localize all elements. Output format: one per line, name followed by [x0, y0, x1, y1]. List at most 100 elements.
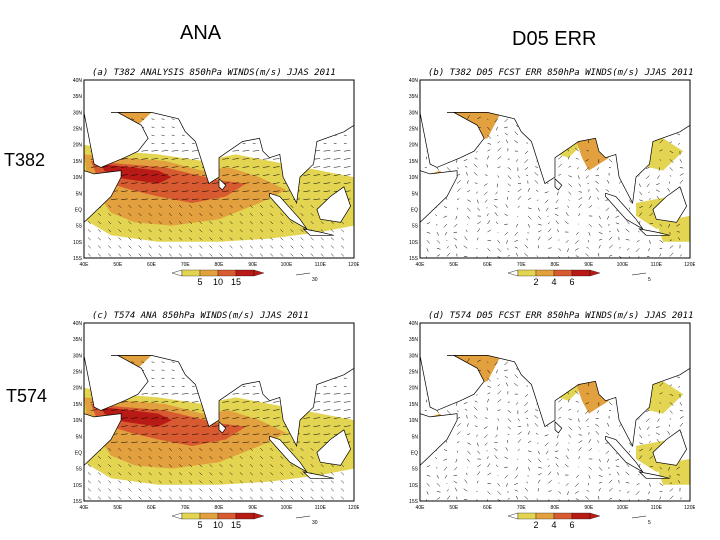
lat-tick-label: 15S: [409, 256, 419, 262]
lon-tick-label: 60E: [147, 262, 157, 268]
lon-tick-label: 120E: [348, 505, 359, 511]
lon-tick-label: 40E: [80, 262, 90, 268]
lon-tick-label: 100E: [281, 505, 293, 511]
legend-value: 5: [197, 520, 202, 530]
lat-tick-label: 15N: [73, 159, 83, 165]
lat-tick-label: 10N: [409, 418, 419, 424]
map-panel-b: (b) T382 D05 FCST ERR 850hPa WINDS(m/s) …: [409, 68, 695, 287]
lat-tick-label: 30N: [409, 353, 419, 359]
lat-tick-label: 5S: [412, 467, 419, 473]
lon-tick-label: 50E: [113, 262, 123, 268]
legend-value: 10: [213, 520, 223, 530]
lat-tick-label: 35N: [73, 94, 83, 100]
lat-tick-label: 35N: [409, 337, 419, 343]
panel-a-t382-analysis: (a) T382 ANALYSIS 850hPa WINDS(m/s) JJAS…: [64, 62, 359, 292]
lat-tick-label: 40N: [409, 321, 419, 327]
lat-tick-label: 20N: [73, 143, 83, 149]
lon-tick-label: 100E: [617, 505, 629, 511]
map-panel-a: (a) T382 ANALYSIS 850hPa WINDS(m/s) JJAS…: [73, 68, 359, 287]
lat-tick-label: EQ: [411, 451, 418, 457]
lat-tick-label: 20N: [409, 386, 419, 392]
lat-tick-label: EQ: [411, 208, 418, 214]
lat-tick-label: 10S: [409, 483, 419, 489]
lon-tick-label: 110E: [651, 505, 663, 511]
panel-d-t574-error: (d) T574 D05 FCST ERR 850hPa WINDS(m/s) …: [400, 305, 695, 535]
reference-vector-label: 5: [648, 520, 651, 526]
lat-tick-label: 10S: [409, 240, 419, 246]
legend-value: 15: [231, 277, 241, 287]
lat-tick-label: 35N: [73, 337, 83, 343]
lat-tick-label: 20N: [73, 386, 83, 392]
lon-tick-label: 110E: [315, 262, 327, 268]
lon-tick-label: 80E: [551, 505, 561, 511]
lon-tick-label: 90E: [584, 262, 594, 268]
lon-tick-label: 120E: [348, 262, 359, 268]
lon-tick-label: 50E: [449, 262, 459, 268]
legend-value: 4: [551, 277, 556, 287]
lat-tick-label: 15N: [73, 402, 83, 408]
legend-value: 6: [569, 277, 574, 287]
legend-value: 10: [213, 277, 223, 287]
panel-title-b: (b) T382 D05 FCST ERR 850hPa WINDS(m/s) …: [428, 68, 694, 78]
map-panel-d: (d) T574 D05 FCST ERR 850hPa WINDS(m/s) …: [409, 311, 695, 530]
lat-tick-label: 10N: [73, 418, 83, 424]
lat-tick-label: EQ: [75, 451, 82, 457]
lon-tick-label: 40E: [416, 505, 426, 511]
lat-tick-label: 25N: [409, 127, 419, 133]
lat-tick-label: 5N: [412, 434, 419, 440]
lat-tick-label: 30N: [409, 110, 419, 116]
panel-b-t382-error: (b) T382 D05 FCST ERR 850hPa WINDS(m/s) …: [400, 62, 695, 292]
row-label-t574: T574: [6, 386, 48, 406]
lon-tick-label: 80E: [215, 262, 225, 268]
lat-tick-label: 15S: [73, 499, 83, 505]
lon-tick-label: 120E: [684, 505, 695, 511]
lon-tick-label: 60E: [147, 505, 157, 511]
lat-tick-label: 15N: [409, 159, 419, 165]
lat-tick-label: 15S: [409, 499, 419, 505]
lon-tick-label: 80E: [215, 505, 225, 511]
lon-tick-label: 70E: [181, 262, 191, 268]
lon-tick-label: 50E: [113, 505, 123, 511]
reference-vector-label: 5: [648, 277, 651, 283]
lon-tick-label: 100E: [617, 262, 629, 268]
lat-tick-label: 25N: [73, 127, 83, 133]
lat-tick-label: 10N: [409, 175, 419, 181]
lon-tick-label: 110E: [651, 262, 663, 268]
lat-tick-label: EQ: [75, 208, 82, 214]
lat-tick-label: 5S: [412, 224, 419, 230]
reference-vector-label: 30: [312, 277, 318, 283]
legend-value: 5: [197, 277, 202, 287]
lon-tick-label: 40E: [416, 262, 426, 268]
legend-value: 2: [533, 520, 538, 530]
lon-tick-label: 60E: [483, 505, 493, 511]
lat-tick-label: 40N: [409, 78, 419, 84]
legend-value: 4: [551, 520, 556, 530]
lat-tick-label: 30N: [73, 110, 83, 116]
lon-tick-label: 50E: [449, 505, 459, 511]
lon-tick-label: 90E: [248, 505, 258, 511]
lat-tick-label: 5S: [76, 467, 83, 473]
lat-tick-label: 40N: [73, 78, 83, 84]
lat-tick-label: 40N: [73, 321, 83, 327]
lon-tick-label: 80E: [551, 262, 561, 268]
lon-tick-label: 40E: [80, 505, 90, 511]
lat-tick-label: 5N: [76, 191, 83, 197]
lon-tick-label: 70E: [181, 505, 191, 511]
lon-tick-label: 120E: [684, 262, 695, 268]
lat-tick-label: 25N: [73, 370, 83, 376]
panel-title-a: (a) T382 ANALYSIS 850hPa WINDS(m/s) JJAS…: [92, 68, 336, 78]
lon-tick-label: 110E: [315, 505, 327, 511]
panel-title-c: (c) T574 ANA 850hPa WINDS(m/s) JJAS 2011: [92, 311, 309, 321]
column-header-ana: ANA: [180, 22, 222, 44]
legend-value: 2: [533, 277, 538, 287]
lon-tick-label: 70E: [517, 505, 527, 511]
panel-title-d: (d) T574 D05 FCST ERR 850hPa WINDS(m/s) …: [428, 311, 694, 321]
lon-tick-label: 60E: [483, 262, 493, 268]
lat-tick-label: 35N: [409, 94, 419, 100]
lat-tick-label: 30N: [73, 353, 83, 359]
lat-tick-label: 10S: [73, 240, 83, 246]
lon-tick-label: 90E: [584, 505, 594, 511]
lat-tick-label: 15N: [409, 402, 419, 408]
legend-value: 6: [569, 520, 574, 530]
lat-tick-label: 5N: [76, 434, 83, 440]
